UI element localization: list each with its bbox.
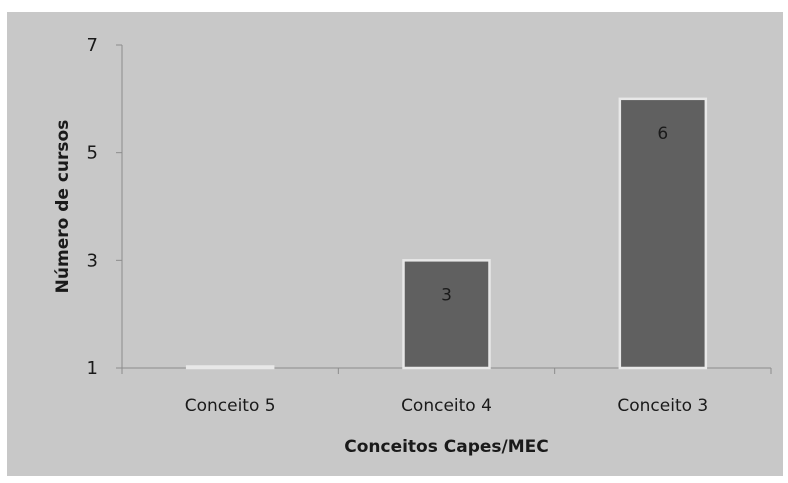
x-axis-title: Conceitos Capes/MEC bbox=[344, 437, 549, 457]
y-axis-title: Número de cursos bbox=[53, 120, 73, 294]
bar bbox=[402, 259, 491, 370]
x-tick-label: Conceito 4 bbox=[401, 396, 492, 416]
data-labels: 36 bbox=[441, 124, 668, 306]
bar-series bbox=[185, 97, 708, 370]
bar bbox=[618, 97, 708, 370]
x-tick-label: Conceito 5 bbox=[185, 396, 276, 416]
x-axis-ticks: Conceito 5 Conceito 4 Conceito 3 bbox=[121, 368, 772, 416]
y-tick-label: 3 bbox=[87, 250, 98, 271]
data-label: 3 bbox=[441, 285, 452, 305]
y-tick-label: 7 bbox=[87, 35, 98, 56]
y-tick-label: 1 bbox=[87, 358, 98, 379]
x-tick-label: Conceito 3 bbox=[617, 396, 708, 416]
data-label: 6 bbox=[657, 124, 668, 144]
y-tick-label: 5 bbox=[87, 143, 98, 164]
y-axis-ticks: 1 3 5 7 bbox=[87, 35, 122, 379]
bar bbox=[185, 365, 275, 370]
